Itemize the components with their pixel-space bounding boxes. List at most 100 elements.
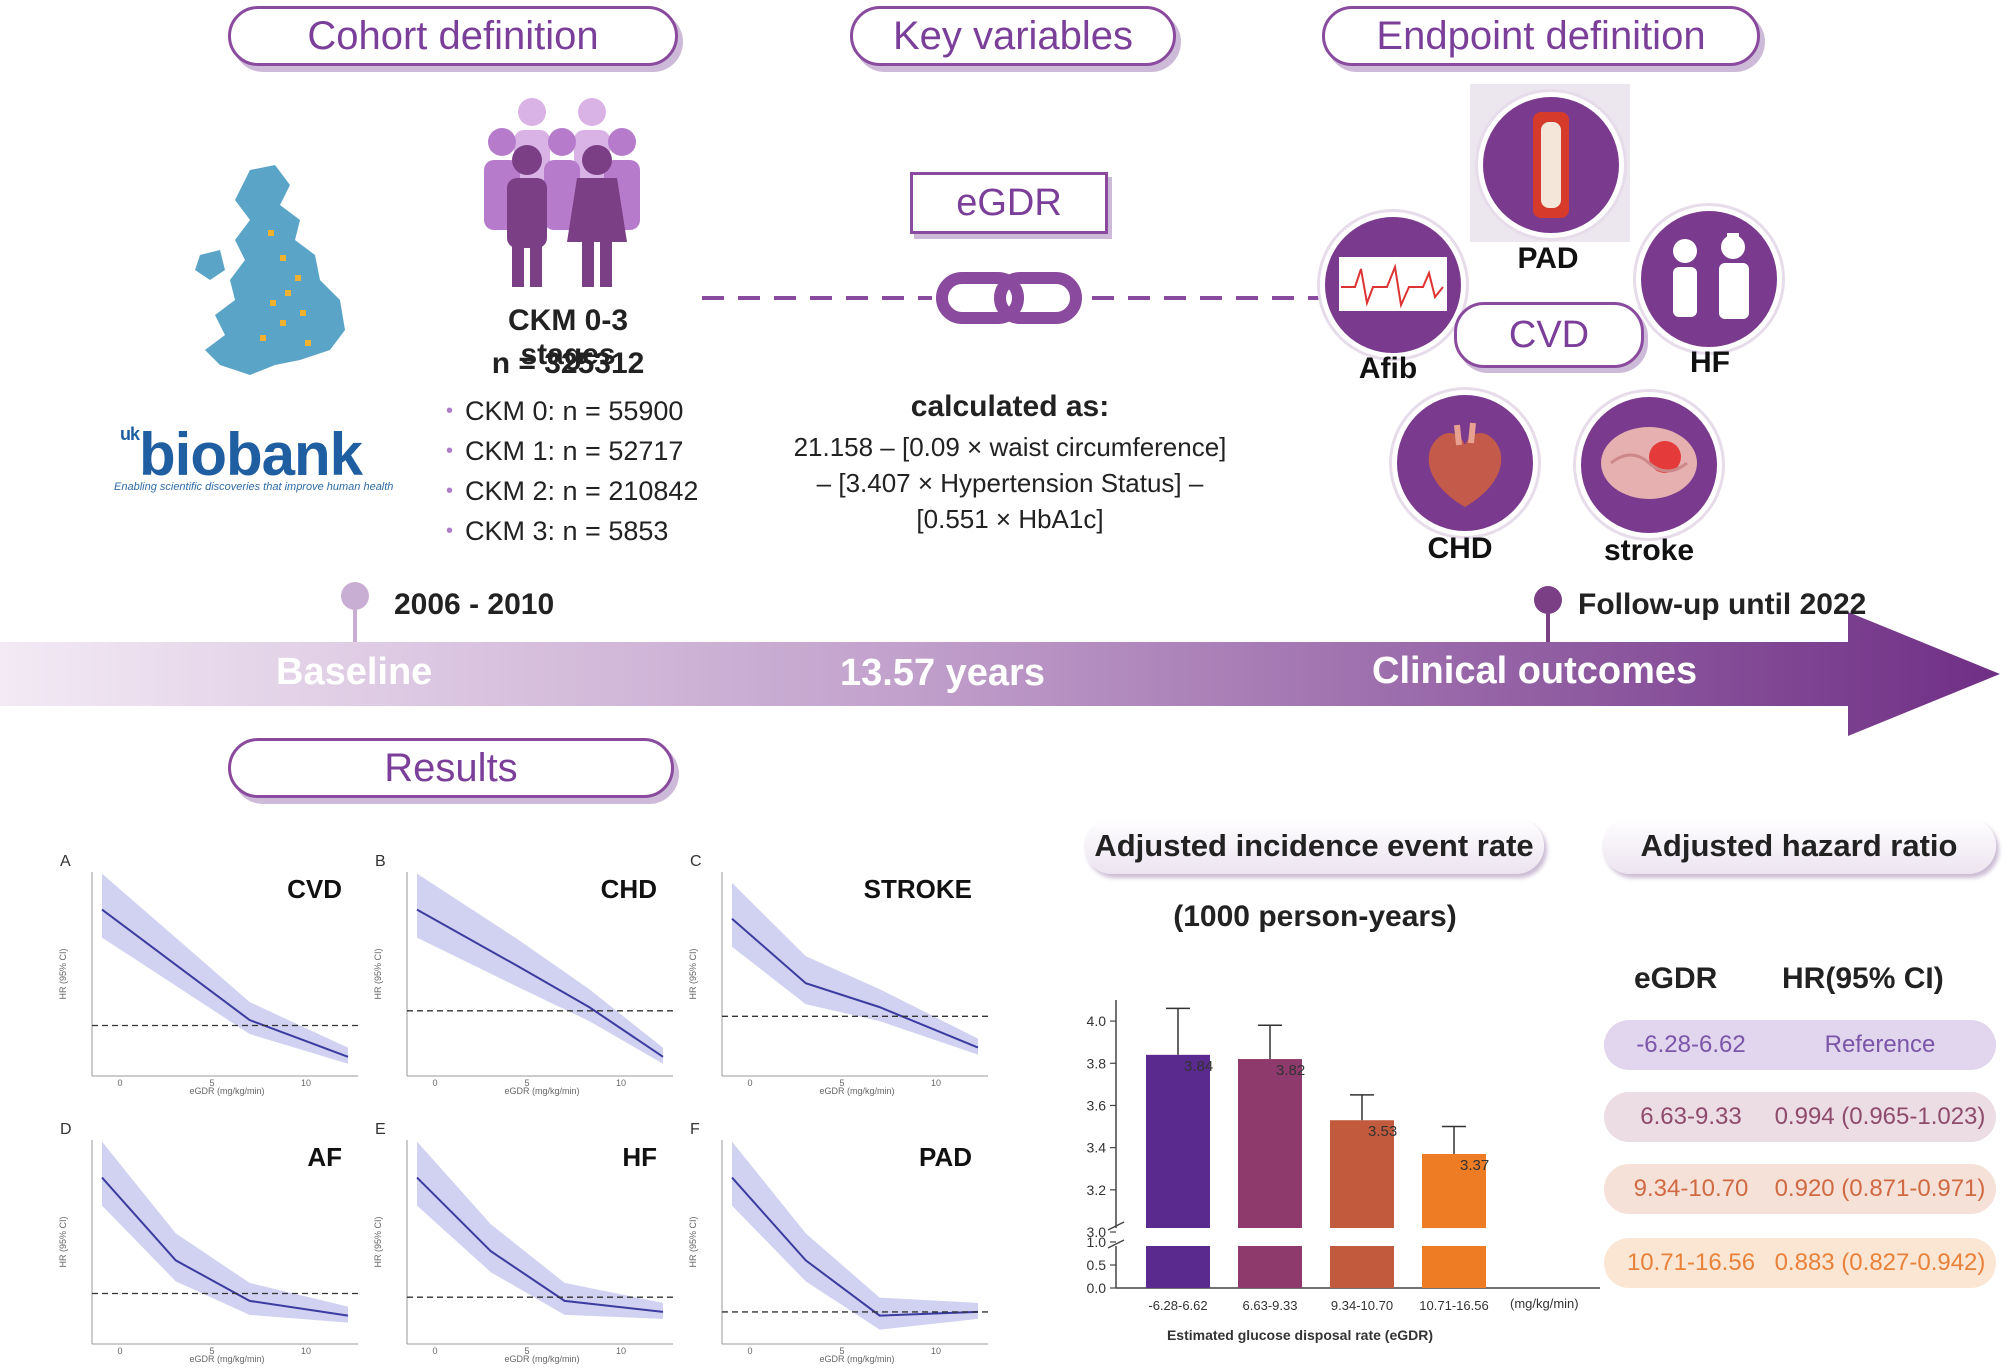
x-axis-label: eGDR (mg/kg/min) [504,1354,579,1364]
hazard-row: -6.28-6.62 Reference [1604,1020,1996,1070]
x-tick-label: 5 [209,1078,214,1088]
x-tick-label: 0 [117,1078,122,1088]
bar [1238,1059,1302,1228]
rcs-panel: E HF eGDR (mg/kg/min) HR (95% CI) 0 5 10 [373,1121,673,1364]
hr-curve [416,908,664,1058]
x-tick-label: 10 [616,1346,626,1356]
x-axis-label: eGDR (mg/kg/min) [819,1354,894,1364]
hazard-col-hr: HR(95% CI) [1782,962,1944,995]
list-item: CKM 2: n = 210842 [446,473,698,513]
hazard-row-hr: 0.883 (0.827-0.942) [1774,1249,1986,1276]
x-tick-label: 5 [209,1346,214,1356]
data-label: 3.37 [1460,1157,1489,1174]
egdr-box: eGDR [910,172,1108,234]
rcs-panel: D AF eGDR (mg/kg/min) HR (95% CI) 0 5 10 [58,1121,358,1364]
y-tick-label: 4.0 [1087,1013,1107,1029]
cohort-title: CKM 0-3 stages [507,304,628,371]
data-label: 3.53 [1368,1123,1397,1140]
bar [1330,1120,1394,1228]
hr-curve [101,908,349,1058]
incidence-bar-chart: 0.0 0.5 1.03.0 3.2 3.4 3.6 3.8 4.0 3.84 -6.28-6.6… [1087,1000,1600,1343]
x-axis-label: eGDR (mg/kg/min) [189,1354,264,1364]
hazard-row: 6.63-9.33 0.994 (0.965-1.023) [1604,1092,1996,1142]
hazard-row-range: 6.63-9.33 [1640,1103,1742,1130]
x-axis-label: eGDR (mg/kg/min) [189,1086,264,1096]
formula-line-3: [0.551 × HbA1c] [916,504,1104,534]
ci-band [102,873,348,1064]
biobank-tagline: Enabling scientific discoveries that imp… [114,481,394,493]
link-icon [702,272,1322,324]
y-tick-label: 0.5 [1087,1257,1107,1273]
y-axis-label: HR (95% CI) [58,1216,68,1267]
afib-label: Afib [1358,352,1418,385]
baseline-years: 2006 - 2010 [394,588,555,621]
hazard-row: 9.34-10.70 0.920 (0.871-0.971) [1604,1164,1996,1214]
stroke-icon [1576,392,1722,538]
outcomes-label: Clinical outcomes [1372,650,1698,692]
results-header: Results [228,738,674,798]
x-tick-label: 0 [747,1078,752,1088]
followup-marker [1534,586,1562,614]
x-axis-label: eGDR (mg/kg/min) [504,1086,579,1096]
data-label: 3.84 [1184,1058,1213,1075]
x-tick-label: 0 [117,1346,122,1356]
panel-title: CHD [601,874,657,904]
panel-title: STROKE [864,874,972,904]
cohort-n: n = 325312 [491,347,645,380]
pad-icon [1478,92,1624,238]
chd-icon [1392,390,1538,536]
ci-band [732,882,978,1055]
y-tick-label: 1.0 [1087,1234,1107,1250]
stroke-label: stroke [1603,534,1695,567]
hazard-row-range: 9.34-10.70 [1633,1175,1749,1202]
x-tick-label: 5 [839,1346,844,1356]
y-axis-label: HR (95% CI) [688,1216,698,1267]
bar [1422,1153,1486,1228]
bar [1146,1054,1210,1228]
x-tick-label: 10.71-16.56 [1419,1298,1488,1313]
pad-label: PAD [1517,242,1579,275]
panel-title: AF [307,1142,342,1172]
panel-letter: D [60,1121,72,1138]
panel-letter: E [375,1121,386,1138]
y-tick-label: 3.4 [1087,1140,1107,1156]
axis-break-mark [1107,1221,1125,1249]
afib-icon [1320,212,1466,358]
hazard-row: 10.71-16.56 0.883 (0.827-0.942) [1604,1238,1996,1288]
panel-letter: C [690,853,702,870]
y-axis-label: HR (95% CI) [373,948,383,999]
people-icon [484,98,640,287]
biobank-logo: ukbiobank [120,421,363,488]
key-variables-header: Key variables [850,6,1176,66]
hr-curve [731,918,979,1049]
y-tick-label: 0.0 [1087,1280,1107,1296]
hazard-row-range: 10.71-16.56 [1626,1249,1756,1276]
x-tick-label: 10 [301,1078,311,1088]
hf-label: HF [1690,346,1730,379]
hazard-col-egdr: eGDR [1634,962,1718,995]
baseline-marker [341,582,369,610]
hazard-row-hr: Reference [1824,1031,1936,1058]
x-tick-label: 9.34-10.70 [1331,1298,1393,1313]
panel-title: CVD [287,874,342,904]
ckm-stage-list: CKM 0: n = 55900 CKM 1: n = 52717 CKM 2:… [446,393,698,553]
rcs-panel: B CHD eGDR (mg/kg/min) HR (95% CI) 0 5 10 [373,853,673,1096]
panel-letter: F [690,1121,700,1138]
cohort-definition-header: Cohort definition [228,6,678,66]
bar-lower [1330,1246,1394,1288]
x-tick-label: 0 [432,1078,437,1088]
data-label: 3.82 [1276,1062,1305,1079]
x-tick-label: 5 [839,1078,844,1088]
baseline-label: Baseline [276,651,433,693]
list-item: CKM 3: n = 5853 [446,513,698,553]
x-tick-label: 5 [524,1078,529,1088]
followup-marker-stem [1546,610,1550,642]
x-tick-label: 0 [747,1346,752,1356]
x-axis-label: Estimated glucose disposal rate (eGDR) [1167,1327,1433,1343]
rcs-panel: F PAD eGDR (mg/kg/min) HR (95% CI) 0 5 10 [688,1121,988,1364]
y-tick-label: 3.8 [1087,1055,1107,1071]
x-axis-label: eGDR (mg/kg/min) [819,1086,894,1096]
cvd-center-label: CVD [1454,302,1644,368]
y-axis-label: HR (95% CI) [373,1216,383,1267]
rcs-panel: C STROKE eGDR (mg/kg/min) HR (95% CI) 0 5 10 [688,853,988,1096]
